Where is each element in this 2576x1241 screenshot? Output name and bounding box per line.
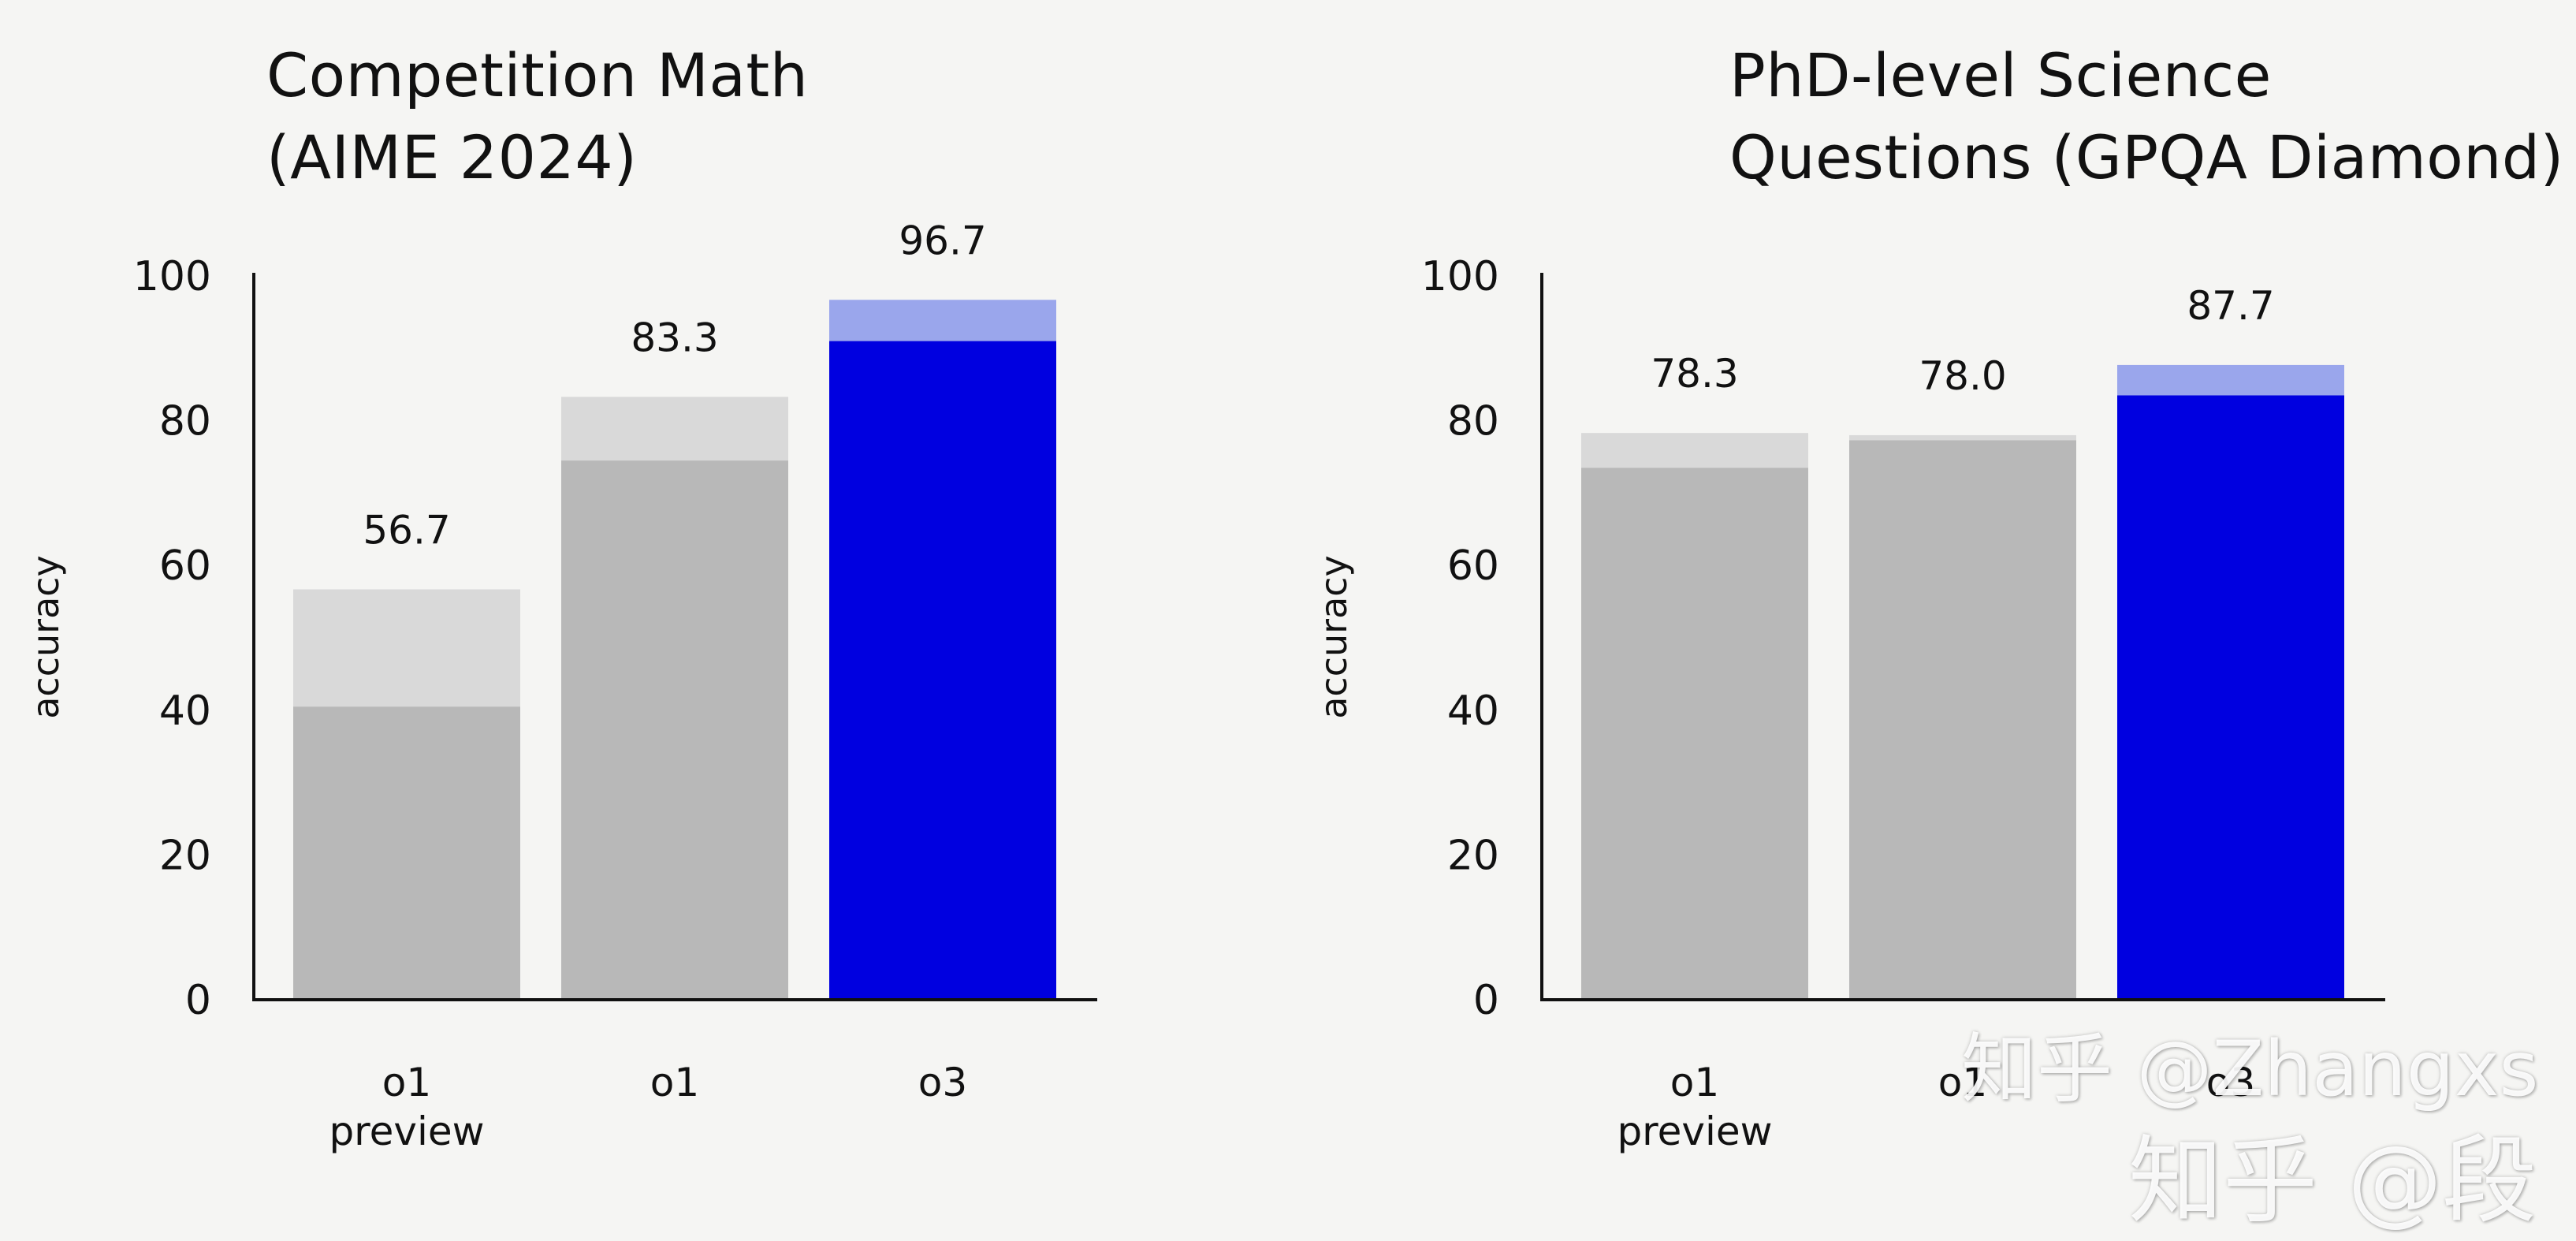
watermark-text: 知乎 @Zhangxs [1961, 1025, 2539, 1113]
y-axis-label: accuracy [24, 555, 67, 719]
bar-value-label: 78.3 [1651, 351, 1738, 397]
x-category-label: o3 [2206, 1060, 2255, 1105]
x-category-label: o1 [1670, 1060, 1719, 1105]
bar-value-label: 83.3 [631, 315, 718, 360]
y-tick-label: 80 [1447, 398, 1499, 445]
bar-base-segment [1581, 468, 1808, 1000]
bar-value-label: 78.0 [1919, 353, 2006, 399]
bar-value-label: 56.7 [363, 507, 450, 553]
bar-upper-segment [2117, 364, 2344, 396]
y-tick-label: 0 [185, 977, 211, 1024]
y-tick-label: 60 [1447, 542, 1499, 590]
x-category-label: o1 [650, 1060, 699, 1105]
chart-title: PhD-level Science Questions (GPQA Diamon… [1729, 35, 2564, 199]
bar-upper-segment [1849, 434, 2076, 441]
chart-panel-gpqa: PhD-level Science Questions (GPQA Diamon… [1288, 0, 2576, 1173]
chart-title-line-1: Competition Math [266, 40, 809, 110]
bar-base-segment [293, 706, 520, 1000]
bar-chart-aime: accuracy02040608010056.7o1preview83.3o19… [24, 218, 1097, 1154]
y-tick-label: 40 [159, 688, 211, 735]
y-tick-label: 80 [159, 398, 211, 445]
y-tick-label: 60 [159, 542, 211, 590]
bar-base-segment [561, 460, 788, 1000]
x-category-label: preview [1617, 1109, 1772, 1154]
chart-title-line-2: (AIME 2024) [266, 122, 638, 192]
x-category-label: o1 [382, 1060, 431, 1105]
y-tick-label: 100 [1421, 253, 1499, 300]
chart-panel-aime: Competition Math (AIME 2024) accuracy 0 20… [0, 0, 1288, 1173]
chart-title-line-2: Questions (GPQA Diamond) [1729, 122, 2564, 192]
bar-upper-segment [829, 300, 1056, 341]
bar-base-segment [2117, 395, 2344, 1001]
bar-upper-segment [561, 397, 788, 461]
chart-title-line-1: PhD-level Science [1729, 40, 2272, 110]
bar-base-segment [1849, 440, 2076, 1000]
bar-value-label: 96.7 [899, 218, 986, 263]
chart-title: Competition Math (AIME 2024) [266, 35, 808, 199]
x-category-label: o1 [1938, 1060, 1987, 1105]
y-tick-label: 40 [1447, 688, 1499, 735]
x-category-label: o3 [918, 1060, 967, 1105]
bar-value-label: 87.7 [2187, 283, 2274, 329]
y-tick-label: 20 [159, 832, 211, 879]
y-tick-label: 20 [1447, 832, 1499, 879]
bar-upper-segment [1581, 433, 1808, 468]
x-category-label: preview [329, 1109, 484, 1154]
y-axis-label: accuracy [1312, 555, 1355, 719]
watermark-text: 知乎 @段 [2128, 1127, 2537, 1236]
bar-base-segment [829, 341, 1056, 1000]
y-tick-label: 100 [133, 253, 211, 300]
bar-chart-gpqa: accuracy02040608010078.3o1preview78.0o18… [1312, 253, 2385, 1154]
y-tick-label: 0 [1473, 977, 1499, 1024]
bar-upper-segment [293, 589, 520, 707]
